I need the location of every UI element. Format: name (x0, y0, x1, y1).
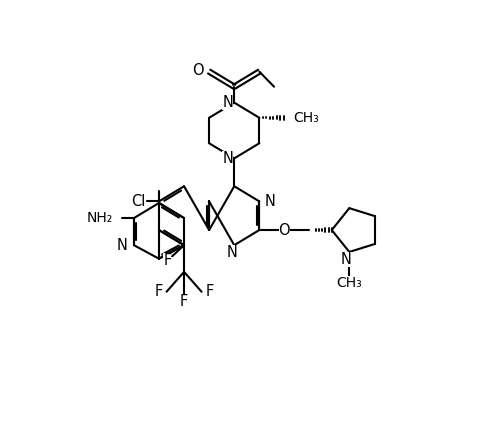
Text: F: F (180, 294, 188, 309)
Text: O: O (192, 63, 204, 78)
Text: Cl: Cl (131, 194, 146, 209)
Text: N: N (222, 151, 233, 166)
Text: F: F (163, 253, 172, 268)
Text: N: N (340, 251, 352, 267)
Text: NH₂: NH₂ (87, 211, 113, 225)
Text: CH₃: CH₃ (294, 111, 319, 125)
Text: N: N (222, 95, 233, 110)
Text: O: O (278, 223, 290, 237)
Text: F: F (154, 284, 162, 299)
Text: N: N (265, 194, 276, 209)
Text: N: N (117, 238, 127, 253)
Text: F: F (206, 284, 214, 299)
Text: N: N (227, 245, 238, 260)
Text: CH₃: CH₃ (337, 276, 362, 290)
